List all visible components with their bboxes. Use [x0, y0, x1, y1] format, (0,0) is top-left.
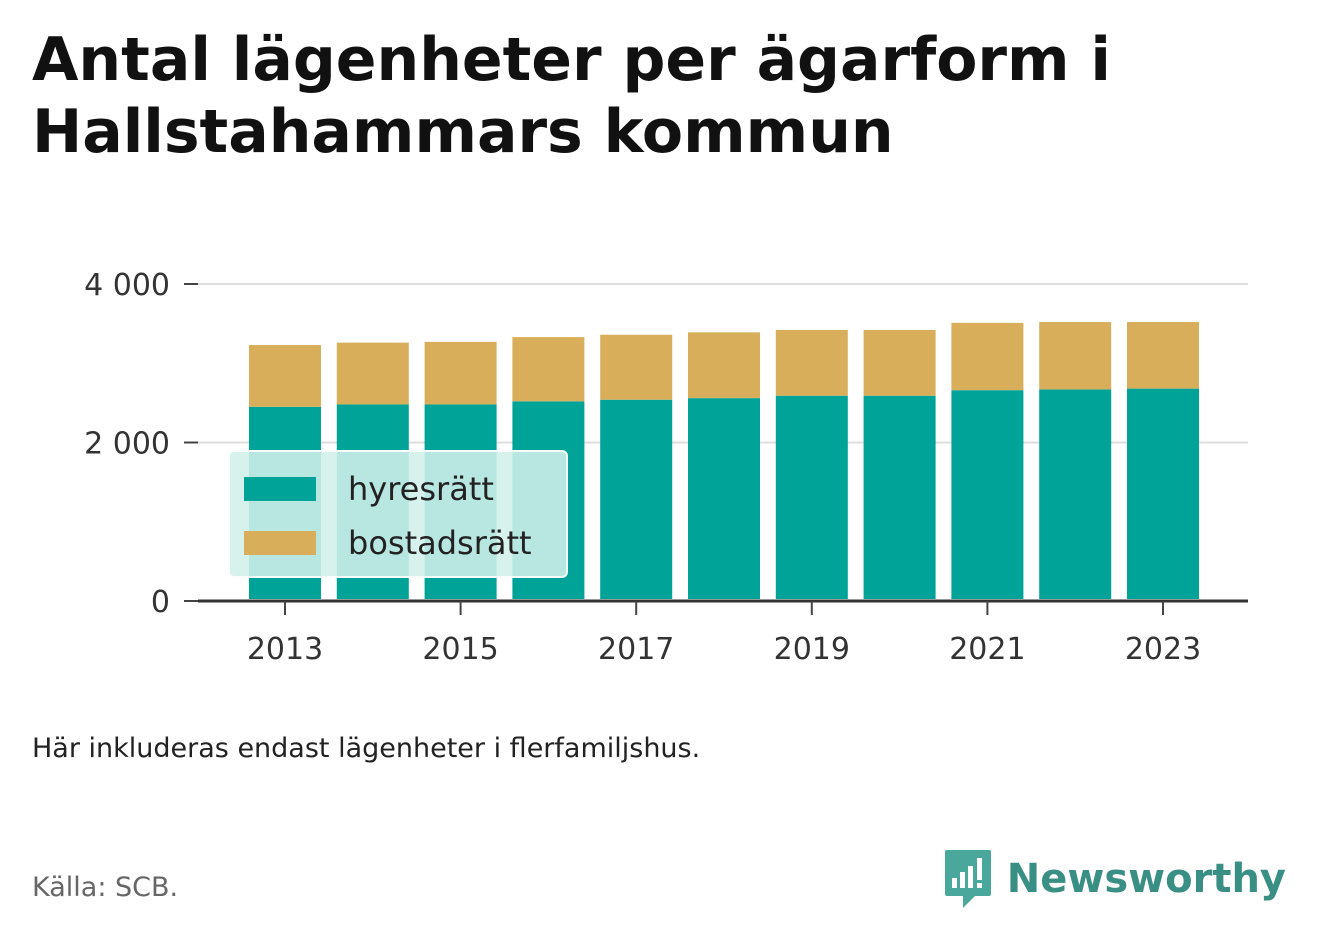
- bar-bostadsratt-2021: [951, 322, 1024, 391]
- legend-label-hyresratt: hyresrätt: [348, 470, 494, 508]
- x-tick-label: 2023: [1125, 632, 1201, 667]
- bar-hyresratt-2022: [1039, 389, 1112, 599]
- bar-bostadsratt-2019: [775, 329, 848, 396]
- newsworthy-logo-icon: [944, 850, 991, 908]
- bar-bostadsratt-2015: [424, 341, 497, 405]
- bar-bostadsratt-2023: [1127, 322, 1199, 389]
- bar-hyresratt-2023: [1127, 388, 1199, 599]
- x-tick-label: 2017: [598, 632, 674, 667]
- y-tick-label: 0: [151, 585, 170, 620]
- brand-logo[interactable]: Newsworthy: [943, 848, 1286, 910]
- bar-hyresratt-2021: [951, 390, 1024, 599]
- legend-swatch-hyresratt: [244, 477, 316, 501]
- legend-item-bostadsratt: bostadsrätt: [244, 524, 532, 562]
- chart-title: Antal lägenheter per ägarform i Hallstah…: [32, 25, 1111, 167]
- y-axis-ticks: 0 2 000 4 000: [84, 268, 198, 620]
- legend-label-bostadsratt: bostadsrätt: [348, 524, 532, 562]
- bar-chart: 0 2 000 4 000 2013 2015 2017 2019 2021 2023: [84, 268, 1248, 667]
- x-tick-label: 2013: [247, 632, 323, 667]
- bar-hyresratt-2020: [863, 395, 936, 599]
- bar-hyresratt-2017: [600, 399, 673, 599]
- chart-note: Här inkluderas endast lägenheter i flerf…: [32, 733, 701, 764]
- bar-bostadsratt-2018: [688, 332, 760, 399]
- legend: hyresrätt bostadsrätt: [228, 450, 568, 578]
- x-tick-label: 2019: [774, 632, 850, 667]
- bar-bostadsratt-2013: [249, 345, 321, 407]
- x-tick-label: 2021: [949, 632, 1025, 667]
- bar-hyresratt-2019: [775, 395, 848, 599]
- legend-swatch-bostadsratt: [244, 531, 316, 555]
- y-tick-label: 4 000: [84, 268, 170, 303]
- y-tick-label: 2 000: [84, 427, 170, 462]
- source-text: Källa: SCB.: [32, 872, 179, 903]
- bar-bostadsratt-2014: [336, 342, 409, 405]
- bar-bostadsratt-2022: [1039, 322, 1112, 390]
- bar-bostadsratt-2016: [512, 337, 585, 402]
- brand-name: Newsworthy: [1006, 856, 1286, 902]
- bar-hyresratt-2018: [688, 398, 760, 599]
- x-axis-ticks: 2013 2015 2017 2019 2021 2023: [247, 601, 1201, 667]
- bar-bostadsratt-2017: [600, 334, 673, 400]
- bar-bostadsratt-2020: [863, 329, 936, 396]
- legend-item-hyresratt: hyresrätt: [244, 470, 494, 508]
- x-tick-label: 2015: [422, 632, 498, 667]
